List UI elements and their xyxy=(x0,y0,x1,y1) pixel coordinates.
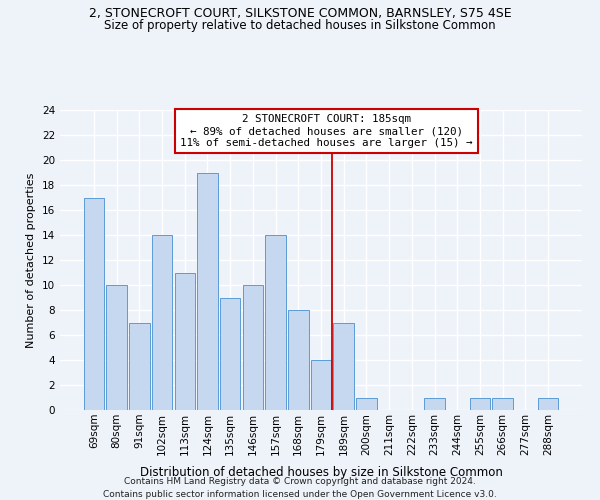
Bar xyxy=(265,235,286,410)
Bar xyxy=(470,398,490,410)
Bar xyxy=(220,298,241,410)
Bar xyxy=(175,272,195,410)
Bar xyxy=(334,322,354,410)
Bar xyxy=(106,285,127,410)
Text: Size of property relative to detached houses in Silkstone Common: Size of property relative to detached ho… xyxy=(104,19,496,32)
Bar xyxy=(424,398,445,410)
Bar xyxy=(311,360,331,410)
Bar xyxy=(288,310,308,410)
Bar xyxy=(493,398,513,410)
Text: 2, STONECROFT COURT, SILKSTONE COMMON, BARNSLEY, S75 4SE: 2, STONECROFT COURT, SILKSTONE COMMON, B… xyxy=(89,8,511,20)
Bar xyxy=(242,285,263,410)
Text: Contains public sector information licensed under the Open Government Licence v3: Contains public sector information licen… xyxy=(103,490,497,499)
Text: 2 STONECROFT COURT: 185sqm
← 89% of detached houses are smaller (120)
11% of sem: 2 STONECROFT COURT: 185sqm ← 89% of deta… xyxy=(180,114,472,148)
Bar xyxy=(356,398,377,410)
Bar xyxy=(538,398,558,410)
Bar xyxy=(129,322,149,410)
Bar xyxy=(197,172,218,410)
Text: Contains HM Land Registry data © Crown copyright and database right 2024.: Contains HM Land Registry data © Crown c… xyxy=(124,478,476,486)
X-axis label: Distribution of detached houses by size in Silkstone Common: Distribution of detached houses by size … xyxy=(140,466,502,479)
Y-axis label: Number of detached properties: Number of detached properties xyxy=(26,172,37,348)
Bar xyxy=(84,198,104,410)
Bar xyxy=(152,235,172,410)
